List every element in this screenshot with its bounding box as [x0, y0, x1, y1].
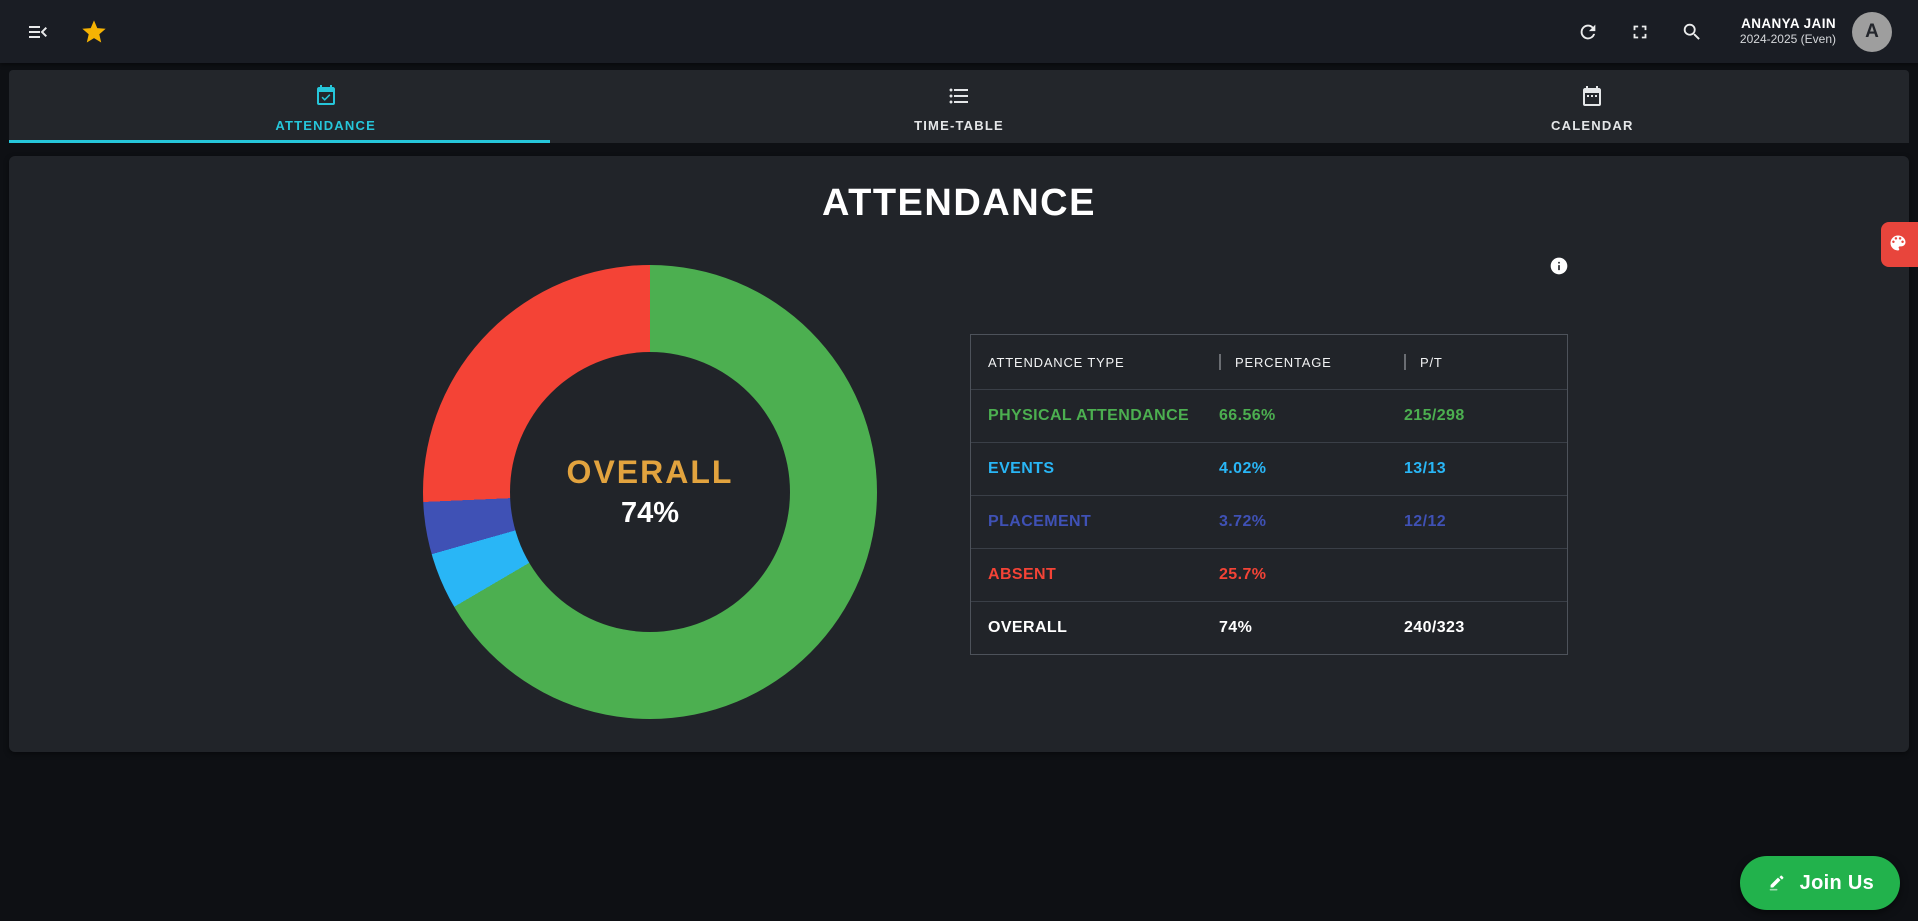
- calendar-check-icon: [314, 84, 338, 113]
- refresh-button[interactable]: [1570, 14, 1606, 50]
- header-percentage: PERCENTAGE: [1202, 354, 1387, 370]
- table-row: OVERALL 74% 240/323: [971, 601, 1567, 654]
- user-name: ANANYA JAIN: [1741, 15, 1836, 31]
- cell-attendance-type: EVENTS: [988, 460, 1055, 477]
- cell-attendance-type: OVERALL: [988, 619, 1068, 636]
- attendance-table-body: PHYSICAL ATTENDANCE 66.56% 215/298 EVENTS 4.…: [971, 389, 1567, 654]
- donut-center-value: 74%: [620, 497, 680, 529]
- header-attendance-type: ATTENDANCE TYPE: [971, 355, 1202, 370]
- cell-percentage: 66.56%: [1219, 407, 1276, 424]
- pencil-icon: [1766, 871, 1788, 896]
- donut-center: OVERALL 74%: [510, 352, 790, 632]
- header-divider: [1404, 354, 1406, 370]
- cell-percentage: 25.7%: [1219, 566, 1267, 583]
- info-button[interactable]: [1549, 256, 1569, 276]
- table-row: PHYSICAL ATTENDANCE 66.56% 215/298: [971, 389, 1567, 442]
- cell-percentage: 74%: [1219, 619, 1253, 636]
- donut-center-label: OVERALL: [566, 454, 734, 490]
- search-button[interactable]: [1674, 14, 1710, 50]
- tab-calendar[interactable]: CALENDAR: [1276, 70, 1909, 143]
- page-title: ATTENDANCE: [822, 182, 1096, 224]
- list-icon: [947, 84, 971, 113]
- palette-icon: [1888, 233, 1908, 256]
- cell-attendance-type: ABSENT: [988, 566, 1057, 583]
- cell-pt: 12/12: [1404, 513, 1447, 530]
- theme-palette-button[interactable]: [1881, 222, 1918, 267]
- user-session: 2024-2025 (Even): [1739, 32, 1836, 47]
- attendance-table: ATTENDANCE TYPE PERCENTAGE P/T PHYSICAL …: [970, 334, 1568, 655]
- fullscreen-button[interactable]: [1622, 14, 1658, 50]
- header-divider: [1219, 354, 1221, 370]
- menu-open-icon: [26, 20, 50, 44]
- cell-pt: 240/323: [1404, 619, 1465, 636]
- refresh-icon: [1577, 21, 1599, 43]
- header-label: PERCENTAGE: [1235, 354, 1332, 370]
- cell-attendance-type: PHYSICAL ATTENDANCE: [988, 407, 1190, 424]
- info-icon: [1549, 257, 1569, 279]
- search-icon: [1681, 21, 1703, 43]
- table-row: EVENTS 4.02% 13/13: [971, 442, 1567, 495]
- avatar[interactable]: A: [1852, 11, 1892, 52]
- tab-time-table[interactable]: TIME-TABLE: [642, 70, 1275, 143]
- tab-bar: ATTENDANCE TIME-TABLE CALENDAR: [9, 70, 1909, 143]
- cell-pt: 13/13: [1404, 460, 1447, 477]
- cell-attendance-type: PLACEMENT: [988, 513, 1092, 530]
- cell-percentage: 4.02%: [1219, 460, 1267, 477]
- tab-calendar-label: CALENDAR: [1551, 118, 1634, 133]
- calendar-icon: [1580, 84, 1604, 113]
- topbar-right: ANANYA JAIN 2024-2025 (Even) A: [1570, 11, 1892, 52]
- join-us-label: Join Us: [1799, 871, 1874, 894]
- topbar-left: [20, 14, 112, 50]
- tab-attendance-label: ATTENDANCE: [275, 118, 376, 133]
- star-icon: [80, 18, 108, 46]
- table-row: PLACEMENT 3.72% 12/12: [971, 495, 1567, 548]
- header-pt: P/T: [1387, 354, 1569, 370]
- header-label: P/T: [1420, 354, 1443, 370]
- join-us-button[interactable]: Join Us: [1739, 856, 1900, 910]
- header-label: ATTENDANCE TYPE: [988, 354, 1125, 370]
- user-block: ANANYA JAIN 2024-2025 (Even): [1740, 16, 1836, 48]
- table-row: ABSENT 25.7%: [971, 548, 1567, 601]
- table-header-row: ATTENDANCE TYPE PERCENTAGE P/T: [971, 335, 1567, 389]
- tab-time-table-label: TIME-TABLE: [914, 118, 1004, 133]
- star-button[interactable]: [76, 14, 112, 50]
- fullscreen-icon: [1629, 21, 1651, 43]
- top-app-bar: ANANYA JAIN 2024-2025 (Even) A: [0, 0, 1918, 63]
- attendance-donut-chart: OVERALL 74%: [423, 265, 877, 719]
- attendance-card: ATTENDANCE OVERALL 74% ATTENDANCE TYPE P…: [9, 156, 1909, 752]
- active-tab-indicator: [9, 140, 550, 143]
- cell-percentage: 3.72%: [1219, 513, 1267, 530]
- cell-pt: 215/298: [1404, 407, 1465, 424]
- menu-toggle-button[interactable]: [20, 14, 56, 50]
- tab-attendance[interactable]: ATTENDANCE: [9, 70, 642, 143]
